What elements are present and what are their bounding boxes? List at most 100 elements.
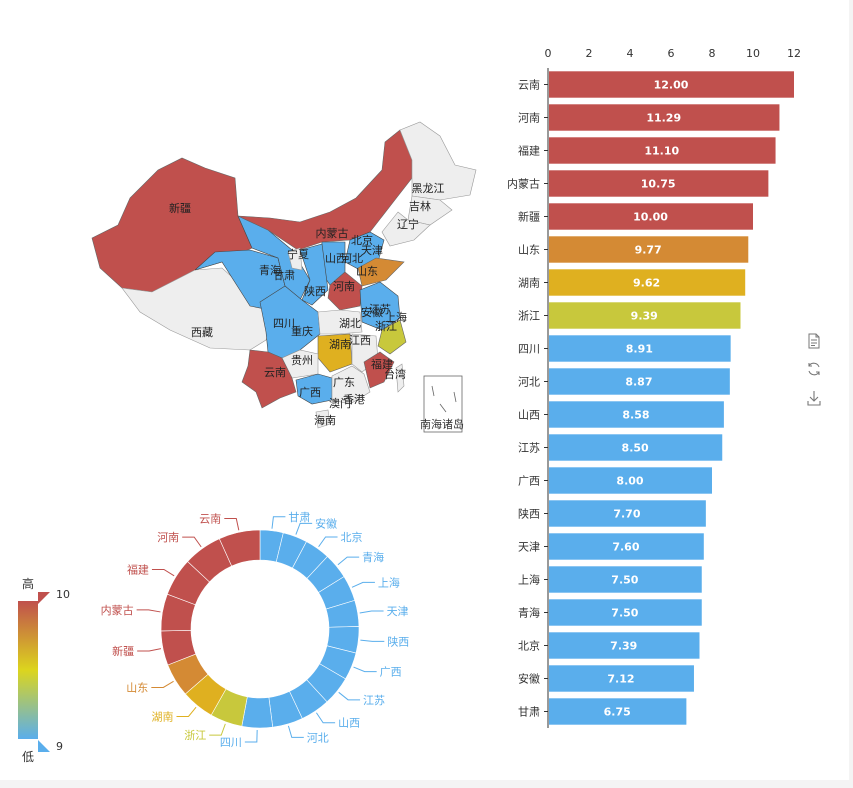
bar-新疆[interactable] [549,203,753,230]
bar-河北[interactable] [549,368,730,395]
bar-上海[interactable] [549,566,702,593]
donut-label: 天津 [387,605,409,618]
map-label: 吉林 [409,199,431,213]
donut-label: 四川 [220,736,242,749]
bar-四川[interactable] [549,335,731,362]
bar-category-label: 陕西 [518,507,540,521]
bar-data-label: 8.58 [622,409,649,422]
map-label: 新疆 [169,201,191,215]
visual-map-top-handle[interactable] [38,592,50,604]
bar-湖南[interactable] [549,269,746,296]
bar-x-tick-label: 10 [746,47,760,60]
donut-slice-云南[interactable] [218,529,261,567]
map-region-shaanxi[interactable] [299,243,329,306]
bar-data-label: 12.00 [654,79,689,92]
bar-陕西[interactable] [549,500,706,527]
bar-青海[interactable] [549,599,702,626]
donut-leader-line [337,556,360,566]
map-region-ningxia[interactable] [287,247,303,271]
map-region-shandong[interactable] [357,257,405,287]
visual-map-gradient-bar[interactable] [18,601,38,739]
donut-leader-line [209,723,226,736]
bar-天津[interactable] [549,533,704,560]
map-region-hubei[interactable] [317,309,363,335]
map-region-jiangsu-anhui[interactable] [359,281,401,331]
map-region-liaoning[interactable] [381,211,431,247]
map-label: 福建 [371,357,393,371]
map-label: 山西 [325,252,347,265]
bar-data-label: 10.75 [641,178,676,191]
bar-data-label: 7.70 [613,508,640,521]
map-label: 河南 [333,280,355,293]
map-region-taiwan[interactable] [395,363,405,393]
donut-leader-line [351,581,375,588]
map-region-jilin[interactable] [407,195,453,226]
visual-map-bottom-handle[interactable] [38,740,50,752]
donut-label: 湖南 [151,710,173,723]
donut-leader-line [318,536,338,548]
bar-福建[interactable] [549,137,776,164]
bar-category-label: 广西 [518,475,540,488]
map-label: 四川 [273,317,295,330]
map-label: 北京 [351,233,373,247]
bar-x-tick-label: 12 [787,47,801,60]
map-label: 甘肃 [273,269,295,282]
bar-category-label: 山东 [518,244,540,257]
map-label: 江西 [349,334,371,347]
donut-leader-line [287,725,304,738]
map-label: 宁夏 [287,247,309,261]
map-label: 山东 [356,265,378,278]
donut-label: 青海 [362,550,384,564]
bar-云南[interactable] [549,71,794,98]
bar-山东[interactable] [549,236,749,263]
map-region-guangdong[interactable] [331,365,371,405]
map-label: 西藏 [191,326,213,339]
bar-x-tick-label: 8 [709,47,716,60]
map-label: 辽宁 [397,217,419,231]
donut-leader-line [360,639,385,642]
map-label: 河北 [341,252,363,265]
donut-label: 新疆 [112,644,134,658]
donut-label: 安徽 [315,516,337,530]
donut-label: 云南 [199,513,221,526]
bar-甘肃[interactable] [549,698,687,725]
map-region-henan[interactable] [327,271,363,311]
map-label: 青海 [259,263,281,277]
save-image-icon[interactable] [806,390,822,406]
donut-label: 广西 [380,666,402,679]
donut-label: 河北 [307,731,329,744]
restore-icon[interactable] [806,361,822,377]
bar-data-label: 10.00 [633,211,668,224]
map-region-zhejiang[interactable] [377,319,407,355]
bar-category-label: 江苏 [518,442,540,455]
map-region-yunnan[interactable] [241,349,297,409]
bar-浙江[interactable] [549,302,741,329]
bar-广西[interactable] [549,467,712,494]
donut-leader-line [137,648,162,652]
map-label: 贵州 [291,354,313,367]
donut-leader-line [338,691,361,701]
bar-内蒙古[interactable] [549,170,769,197]
map-region-sichuan[interactable] [259,285,321,359]
map-label: 海南 [314,413,336,427]
bar-category-label: 青海 [518,606,540,620]
donut-leader-line [151,680,174,688]
bar-江苏[interactable] [549,434,723,461]
bar-河南[interactable] [549,104,780,131]
donut-label: 内蒙古 [101,603,134,617]
map-region-hainan[interactable] [315,409,331,429]
bar-北京[interactable] [549,632,700,659]
bar-data-label: 7.50 [611,574,638,587]
bar-category-label: 福建 [518,144,540,158]
bar-安徽[interactable] [549,665,694,692]
bar-chart: 0 2 4 6 8 10 12 云南 12.00 河南 11.29 福建 11.10 内蒙古 10.75 新疆… [507,47,801,728]
data-view-icon[interactable] [806,333,822,349]
map-region-fujian[interactable] [363,351,395,389]
bar-data-label: 8.87 [625,376,652,389]
map-region-heilongjiang[interactable] [399,121,477,201]
bar-data-label: 7.39 [610,640,637,653]
bar-山西[interactable] [549,401,724,428]
bar-category-label: 云南 [518,79,540,92]
